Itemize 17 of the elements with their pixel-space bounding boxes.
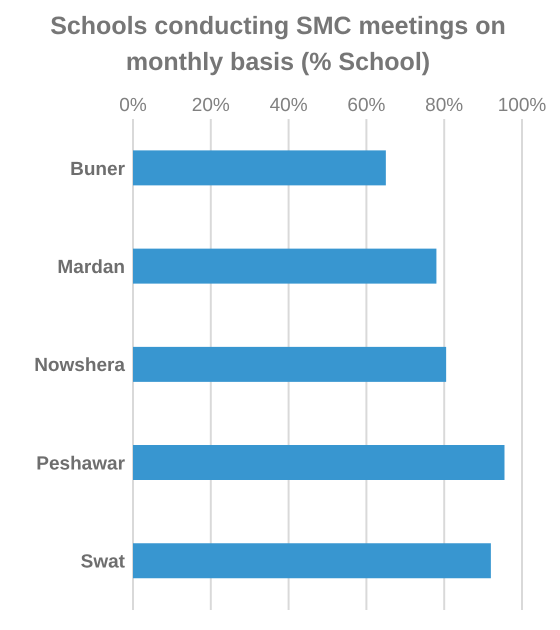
x-tick-label: 100% (498, 95, 546, 116)
x-tick-label: 80% (425, 95, 464, 116)
y-tick-label: Mardan (57, 257, 125, 278)
x-tick-label: 20% (192, 95, 230, 116)
chart-title: Schools conducting SMC meetings on monthly basis (% School) (49, 11, 507, 78)
y-tick-label: Peshawar (36, 453, 126, 474)
bar (133, 543, 491, 578)
bar (133, 248, 436, 284)
x-tick-label: 60% (347, 95, 386, 116)
y-tick-label: Nowshera (34, 355, 126, 376)
bar (133, 346, 446, 382)
y-tick-label: Buner (70, 158, 126, 180)
x-tick-label: 40% (270, 95, 308, 116)
bar (133, 150, 386, 186)
x-tick-label: 0% (119, 95, 147, 116)
bar (133, 445, 504, 480)
y-tick-label: Swat (80, 552, 126, 573)
